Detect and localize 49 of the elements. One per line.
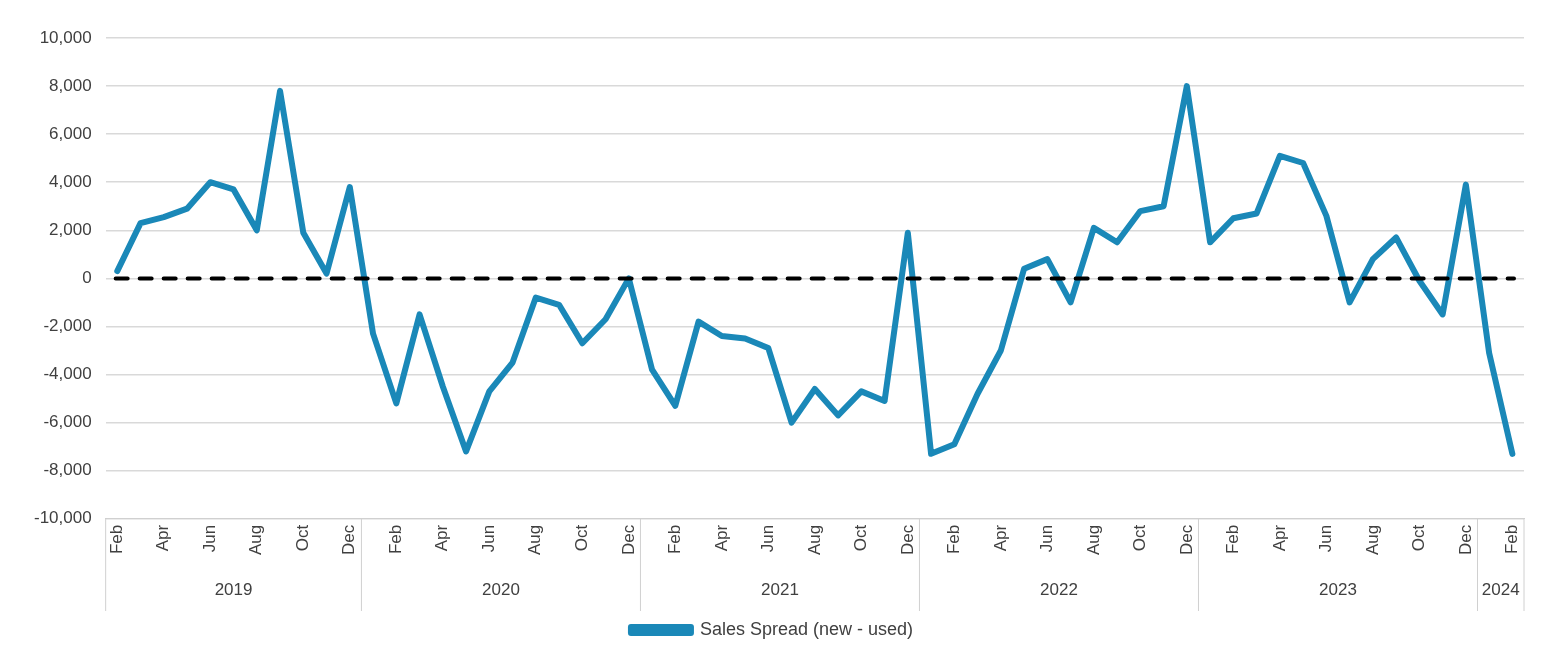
- x-tick-label: Apr: [1269, 524, 1289, 552]
- text: 2019: [214, 579, 253, 599]
- y-tick-label: 8,000: [49, 75, 92, 95]
- y-tick-label: -4,000: [43, 364, 92, 384]
- x-tick-label: Aug: [804, 524, 824, 555]
- text: 2023: [1319, 579, 1357, 599]
- x-tick-label: Oct: [572, 524, 591, 552]
- x-tick-label: Jun: [199, 524, 219, 553]
- x-tick-label: Dec: [618, 524, 638, 555]
- y-tick-label: 10,000: [39, 27, 92, 47]
- y-tick-label: -10,000: [33, 508, 92, 528]
- x-tick-label: Aug: [525, 524, 545, 555]
- text: 2024: [1481, 579, 1520, 599]
- x-tick-label: Oct: [292, 524, 312, 552]
- y-tick-label: -2,000: [43, 316, 92, 336]
- text: 2022: [1040, 579, 1078, 599]
- x-tick-label: Aug: [1362, 524, 1382, 555]
- y-tick-label: -8,000: [43, 460, 92, 480]
- x-tick-label: Oct: [851, 524, 871, 552]
- y-tick-label: 0: [82, 268, 92, 288]
- x-tick-label: Jun: [1037, 524, 1057, 553]
- x-tick-label: Dec: [1455, 524, 1475, 555]
- y-tick-label: 2,000: [49, 219, 92, 239]
- x-tick-label: Apr: [432, 524, 452, 552]
- x-tick-label: Oct: [1409, 524, 1429, 552]
- text: 2020: [482, 579, 520, 599]
- x-tick-label: Feb: [665, 524, 685, 555]
- x-tick-label: Dec: [1176, 524, 1196, 555]
- text: 2021: [761, 579, 799, 599]
- x-tick-label: Feb: [1223, 524, 1243, 555]
- y-tick-label: 4,000: [49, 171, 92, 191]
- x-tick-label: Oct: [1130, 524, 1150, 552]
- x-tick-label: Jun: [758, 524, 778, 553]
- x-tick-label: Aug: [246, 524, 266, 555]
- x-tick-label: Feb: [1502, 524, 1522, 555]
- x-tick-label: Feb: [385, 524, 405, 555]
- x-tick-label: Aug: [1083, 524, 1103, 555]
- legend-label: Sales Spread (new - used): [699, 618, 914, 639]
- x-tick-label: Jun: [1316, 524, 1336, 553]
- x-tick-label: Dec: [897, 524, 917, 555]
- x-tick-label: Apr: [711, 524, 731, 552]
- x-tick-label: Apr: [153, 524, 173, 552]
- x-tick-label: Apr: [990, 524, 1010, 552]
- x-tick-label: Feb: [944, 524, 964, 555]
- y-tick-label: -6,000: [43, 412, 92, 432]
- x-tick-label: Jun: [478, 524, 498, 553]
- x-tick-label: Feb: [106, 524, 126, 555]
- x-tick-label: Dec: [339, 524, 359, 555]
- y-tick-label: 6,000: [49, 123, 92, 143]
